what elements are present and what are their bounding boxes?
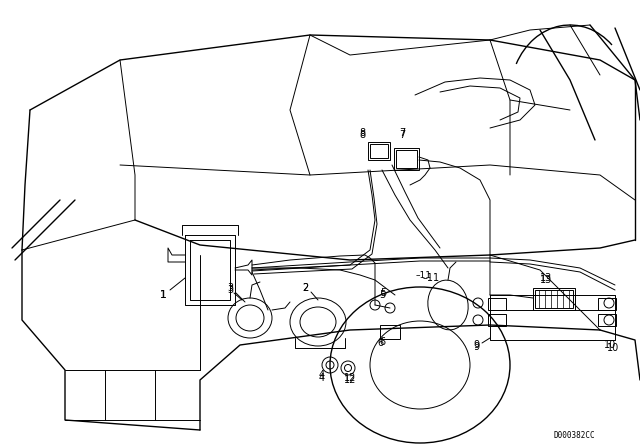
Bar (488, 298, 506, 310)
Bar (370, 144, 388, 158)
Text: 3: 3 (227, 285, 233, 295)
Text: 8: 8 (359, 130, 365, 140)
Text: 7: 7 (399, 128, 405, 138)
Text: 13: 13 (540, 275, 552, 285)
Text: 10: 10 (604, 340, 616, 350)
Text: 13: 13 (540, 273, 552, 283)
Text: 1: 1 (160, 290, 166, 300)
Text: 12: 12 (344, 373, 356, 383)
Text: 9: 9 (473, 340, 479, 350)
Bar (598, 314, 616, 326)
Bar (598, 298, 616, 310)
Text: 2: 2 (302, 283, 308, 293)
Bar (368, 142, 390, 160)
Text: D000382CC: D000382CC (554, 431, 595, 439)
Text: –11: –11 (416, 271, 432, 280)
Text: 5: 5 (380, 288, 386, 298)
Text: 9: 9 (473, 342, 479, 352)
Bar (380, 325, 400, 339)
Text: –11: –11 (423, 273, 440, 283)
Text: 5: 5 (379, 290, 385, 300)
Text: 6: 6 (379, 337, 385, 347)
Text: 6: 6 (377, 338, 383, 348)
Bar (535, 290, 573, 308)
Text: 4: 4 (319, 373, 325, 383)
Text: 7: 7 (399, 130, 405, 140)
Text: 12: 12 (344, 375, 356, 385)
Bar (396, 150, 417, 168)
Bar (533, 288, 575, 310)
Text: 1: 1 (159, 290, 166, 300)
Text: 10: 10 (607, 343, 619, 353)
Text: 4: 4 (319, 370, 325, 380)
Text: 2: 2 (302, 283, 308, 293)
Text: 8: 8 (359, 128, 365, 138)
Bar (488, 314, 506, 326)
Bar (394, 148, 419, 170)
Text: 3: 3 (227, 283, 233, 293)
